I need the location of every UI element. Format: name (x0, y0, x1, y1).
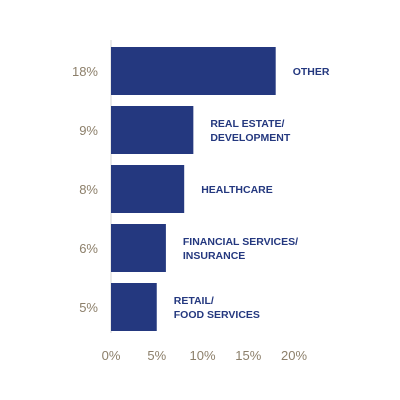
x-tick-label: 0% (102, 348, 121, 363)
value-label: 5% (79, 300, 98, 315)
x-tick-label: 15% (235, 348, 261, 363)
category-label-line: FOOD SERVICES (174, 309, 260, 321)
category-label-line: FINANCIAL SERVICES/ (183, 236, 298, 248)
value-label: 18% (72, 64, 98, 79)
x-tick-label: 20% (281, 348, 307, 363)
category-label: RETAIL/FOOD SERVICES (174, 295, 260, 321)
category-label: OTHER (293, 66, 330, 78)
category-label-line: REAL ESTATE/ (210, 118, 284, 130)
value-label: 9% (79, 123, 98, 138)
x-tick-label: 10% (189, 348, 215, 363)
category-label-line: HEALTHCARE (201, 184, 273, 196)
category-label-line: INSURANCE (183, 250, 245, 262)
x-tick-label: 5% (147, 348, 166, 363)
category-label: FINANCIAL SERVICES/INSURANCE (183, 236, 298, 262)
value-label: 6% (79, 241, 98, 256)
bar (111, 283, 157, 331)
bar (111, 106, 194, 154)
category-label: REAL ESTATE/DEVELOPMENT (210, 118, 291, 144)
value-label: 8% (79, 182, 98, 197)
bar (111, 47, 276, 95)
category-label-line: RETAIL/ (174, 295, 214, 307)
category-label: HEALTHCARE (201, 184, 273, 196)
category-label-line: OTHER (293, 66, 330, 78)
bar (111, 224, 166, 272)
bar (111, 165, 185, 213)
category-label-line: DEVELOPMENT (210, 132, 291, 144)
